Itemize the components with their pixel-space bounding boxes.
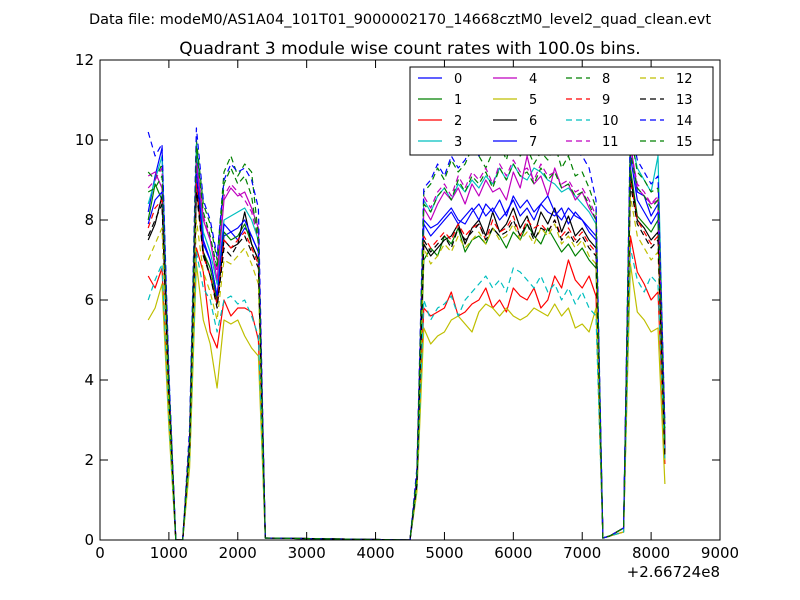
x-tick-label: 1000 — [150, 544, 188, 562]
series-line-10 — [147, 247, 666, 540]
x-tick-label: 8000 — [632, 544, 670, 562]
y-tick-label: 4 — [84, 371, 94, 389]
legend-label-10: 10 — [602, 114, 619, 129]
plot-area — [147, 111, 666, 540]
legend-label-8: 8 — [602, 72, 610, 87]
legend-label-3: 3 — [454, 135, 462, 150]
legend-label-12: 12 — [676, 72, 693, 87]
legend-label-1: 1 — [454, 93, 462, 108]
x-tick-label: 5000 — [425, 544, 463, 562]
legend-label-13: 13 — [676, 93, 693, 108]
x-offset-label: +2.66724e8 — [627, 563, 720, 581]
x-tick-label: 0 — [95, 544, 105, 562]
x-tick-label: 3000 — [288, 544, 326, 562]
legend-label-9: 9 — [602, 93, 610, 108]
legend-label-11: 11 — [602, 135, 619, 150]
legend-label-0: 0 — [454, 72, 462, 87]
axes: 0 1000 2000 3000 4000 5000 6000 7000 8000 9000 0 2 4… — [75, 51, 739, 562]
legend-label-14: 14 — [676, 114, 693, 129]
series-line-2 — [147, 235, 666, 540]
legend-box — [409, 66, 714, 156]
legend-label-2: 2 — [454, 114, 462, 129]
x-tick-label: 9000 — [701, 544, 739, 562]
x-tick-label: 4000 — [356, 544, 394, 562]
x-tick-label: 6000 — [494, 544, 532, 562]
series-line-13 — [147, 183, 666, 540]
y-tick-label: 2 — [84, 451, 94, 469]
y-tick-label: 10 — [75, 131, 94, 149]
x-tick-label: 2000 — [219, 544, 257, 562]
legend-label-5: 5 — [529, 93, 537, 108]
legend-label-6: 6 — [529, 114, 537, 129]
legend-label-15: 15 — [676, 135, 693, 150]
legend-label-7: 7 — [529, 135, 537, 150]
y-tick-label: 12 — [75, 51, 94, 69]
series-line-15 — [147, 147, 666, 540]
y-tick-label: 6 — [84, 291, 94, 309]
series-line-11 — [147, 147, 666, 540]
y-tick-label: 0 — [84, 531, 94, 549]
x-tick-label: 7000 — [563, 544, 601, 562]
legend-label-4: 4 — [529, 72, 537, 87]
y-tick-label: 8 — [84, 211, 94, 229]
chart-title: Quadrant 3 module wise count rates with … — [179, 39, 640, 59]
series-line-5 — [147, 263, 666, 540]
data-file-label: Data file: modeM0/AS1A04_101T01_90000021… — [89, 12, 711, 28]
